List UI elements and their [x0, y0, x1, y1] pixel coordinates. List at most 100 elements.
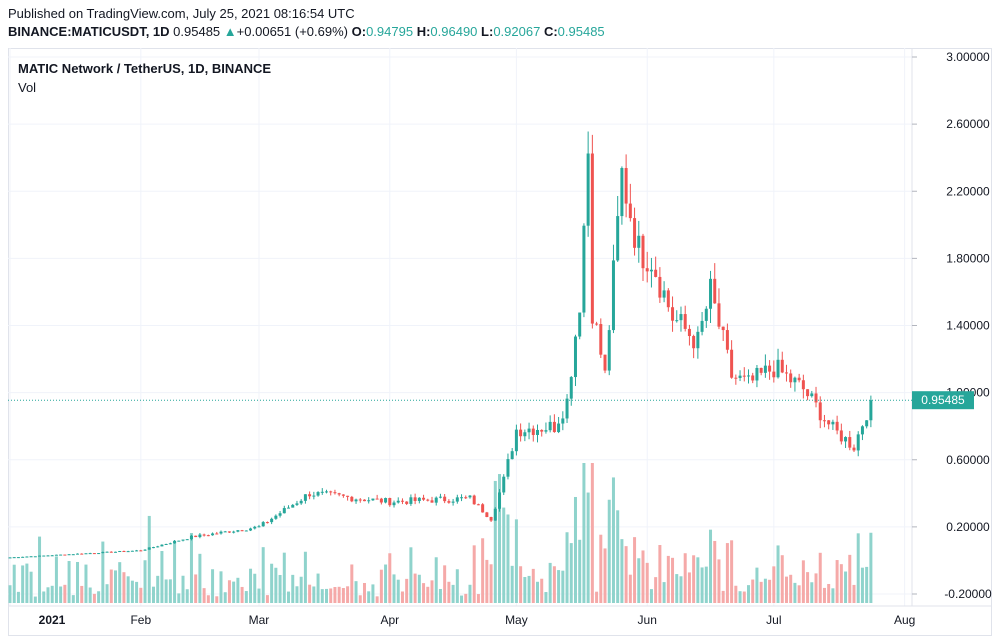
candle-body — [654, 269, 658, 277]
candle-body — [552, 421, 556, 433]
volume-bar — [143, 560, 147, 603]
candle-body — [822, 420, 826, 422]
time-tick-label: Jul — [766, 613, 781, 627]
candle-body — [645, 268, 649, 272]
candle-body — [599, 324, 603, 355]
candle-body — [130, 550, 134, 552]
candle-body — [400, 500, 404, 502]
volume-bar — [472, 545, 476, 603]
candle-body — [548, 421, 552, 431]
volume-bar — [215, 596, 219, 603]
volume-bar — [586, 492, 590, 603]
volume-bar — [405, 578, 409, 603]
volume-bar — [350, 564, 354, 603]
candle-body — [316, 492, 320, 496]
price-scale: 3.000002.600002.200001.800001.400001.000… — [911, 48, 992, 606]
volume-bar — [109, 569, 113, 603]
candle-body — [97, 553, 101, 555]
volume-bar — [544, 592, 548, 603]
volume-bar — [751, 579, 755, 603]
candle-body — [818, 402, 822, 421]
volume-bar — [253, 573, 257, 603]
volume-bar — [438, 588, 442, 603]
volume-bar — [493, 480, 497, 603]
volume-bar — [206, 595, 210, 603]
candle-body — [118, 551, 122, 553]
candle-body — [721, 326, 725, 331]
candle-body — [105, 551, 109, 553]
volume-bar — [303, 551, 307, 603]
candle-body — [476, 504, 480, 506]
volume-bar — [447, 581, 451, 603]
candle-body — [198, 534, 202, 538]
candle-body — [620, 168, 624, 217]
volume-bar — [772, 566, 776, 603]
volume-bar — [637, 558, 641, 603]
candle-body — [464, 497, 468, 499]
volume-bar — [139, 587, 143, 603]
volume-bar — [565, 532, 569, 603]
candle-body — [856, 434, 860, 451]
candle-body — [481, 504, 485, 513]
volume-bar — [687, 572, 691, 603]
candle-body — [472, 495, 476, 505]
volume-bar — [603, 548, 607, 603]
volume-bar — [232, 581, 236, 603]
candle-body — [206, 535, 210, 537]
candle-body — [244, 530, 248, 532]
open-label: O: — [351, 24, 367, 39]
volume-bar — [388, 553, 392, 603]
volume-bar — [325, 588, 328, 603]
candle-body — [320, 491, 324, 493]
candle-body — [485, 512, 489, 518]
candle-body — [590, 153, 594, 324]
volume-bar — [308, 584, 312, 603]
volume-bar — [417, 574, 421, 603]
candle-body — [679, 314, 683, 321]
volume-bar — [71, 595, 75, 603]
volume-bar — [244, 591, 248, 603]
candle-body — [54, 554, 58, 556]
candle-body — [531, 428, 535, 435]
candle-body — [151, 547, 155, 549]
volume-bar — [692, 555, 696, 603]
volume-bar — [662, 582, 666, 603]
volume-bar — [649, 589, 653, 603]
candle-body — [156, 546, 160, 548]
candle-body — [514, 429, 518, 452]
candle-body — [333, 492, 337, 494]
candle-body — [249, 528, 253, 531]
candle-body — [666, 290, 670, 308]
volume-bar — [498, 474, 502, 603]
candle-body — [434, 497, 438, 503]
candle-body — [122, 551, 126, 553]
volume-bar — [63, 584, 67, 603]
volume-bar — [624, 546, 628, 603]
candle-body — [312, 495, 316, 497]
volume-bar — [261, 547, 265, 603]
price-tick-label: 1.80000 — [946, 251, 990, 265]
volume-bar — [700, 567, 704, 603]
change-value: +0.00651 (+0.69%) — [236, 24, 348, 39]
candle-body — [569, 377, 573, 399]
volume-bar — [316, 573, 320, 603]
volume-bar — [189, 532, 193, 603]
volume-bar — [848, 554, 852, 603]
chart-frame[interactable] — [8, 48, 992, 636]
volume-bar — [278, 574, 282, 603]
volume-bar — [362, 582, 366, 603]
candle-body — [595, 323, 599, 325]
candle-body — [274, 515, 278, 519]
candle-body — [603, 354, 607, 371]
volume-bar — [227, 580, 231, 603]
volume-bar — [177, 593, 181, 603]
volume-bar — [654, 577, 658, 603]
volume-bars — [8, 463, 873, 603]
candle-body — [12, 557, 16, 559]
volume-bar — [611, 477, 615, 603]
volume-bar — [114, 570, 117, 603]
volume-bar — [607, 499, 611, 603]
volume-bar — [747, 585, 750, 603]
volume-bar — [181, 575, 185, 603]
